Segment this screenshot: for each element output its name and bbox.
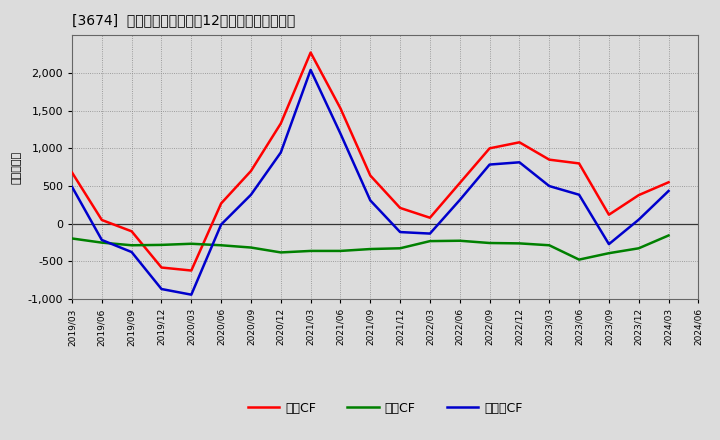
営業CF [187, 268, 196, 273]
投資CF [336, 248, 345, 253]
フリーCF [187, 292, 196, 297]
フリーCF [306, 67, 315, 73]
フリーCF [605, 242, 613, 247]
フリーCF [127, 249, 136, 255]
投資CF [545, 242, 554, 248]
投資CF [396, 246, 405, 251]
フリーCF [247, 192, 256, 198]
営業CF [515, 139, 523, 145]
フリーCF [336, 131, 345, 136]
フリーCF [545, 183, 554, 189]
フリーCF [665, 188, 673, 194]
Legend: 営業CF, 投資CF, フリーCF: 営業CF, 投資CF, フリーCF [243, 397, 528, 420]
投資CF [605, 250, 613, 256]
投資CF [665, 233, 673, 238]
営業CF [485, 146, 494, 151]
フリーCF [456, 198, 464, 203]
投資CF [575, 257, 583, 262]
投資CF [515, 241, 523, 246]
営業CF [366, 173, 374, 178]
フリーCF [68, 184, 76, 190]
投資CF [426, 238, 434, 244]
営業CF [575, 161, 583, 166]
営業CF [157, 265, 166, 270]
Line: 営業CF: 営業CF [72, 52, 669, 271]
フリーCF [426, 231, 434, 236]
投資CF [634, 246, 643, 251]
営業CF [605, 212, 613, 217]
投資CF [276, 250, 285, 255]
営業CF [634, 192, 643, 198]
フリーCF [217, 222, 225, 227]
フリーCF [634, 217, 643, 222]
Y-axis label: （百万円）: （百万円） [12, 150, 22, 184]
投資CF [68, 236, 76, 241]
投資CF [456, 238, 464, 243]
フリーCF [575, 192, 583, 198]
Text: [3674]  キャッシュフローの12か月移動合計の推移: [3674] キャッシュフローの12か月移動合計の推移 [72, 13, 295, 27]
フリーCF [485, 162, 494, 167]
営業CF [336, 106, 345, 111]
投資CF [187, 241, 196, 246]
営業CF [665, 180, 673, 185]
フリーCF [366, 198, 374, 203]
フリーCF [515, 160, 523, 165]
営業CF [545, 157, 554, 162]
投資CF [306, 248, 315, 253]
フリーCF [97, 237, 106, 242]
フリーCF [157, 286, 166, 292]
営業CF [127, 229, 136, 234]
Line: フリーCF: フリーCF [72, 70, 669, 295]
営業CF [247, 169, 256, 174]
営業CF [426, 215, 434, 220]
投資CF [97, 240, 106, 245]
フリーCF [396, 229, 405, 235]
投資CF [366, 246, 374, 252]
投資CF [217, 242, 225, 248]
投資CF [127, 242, 136, 248]
フリーCF [276, 150, 285, 155]
営業CF [396, 205, 405, 211]
営業CF [306, 50, 315, 55]
営業CF [276, 121, 285, 126]
投資CF [157, 242, 166, 248]
投資CF [485, 240, 494, 246]
Line: 投資CF: 投資CF [72, 235, 669, 260]
営業CF [456, 180, 464, 186]
営業CF [217, 201, 225, 206]
営業CF [97, 217, 106, 223]
営業CF [68, 170, 76, 175]
投資CF [247, 245, 256, 250]
